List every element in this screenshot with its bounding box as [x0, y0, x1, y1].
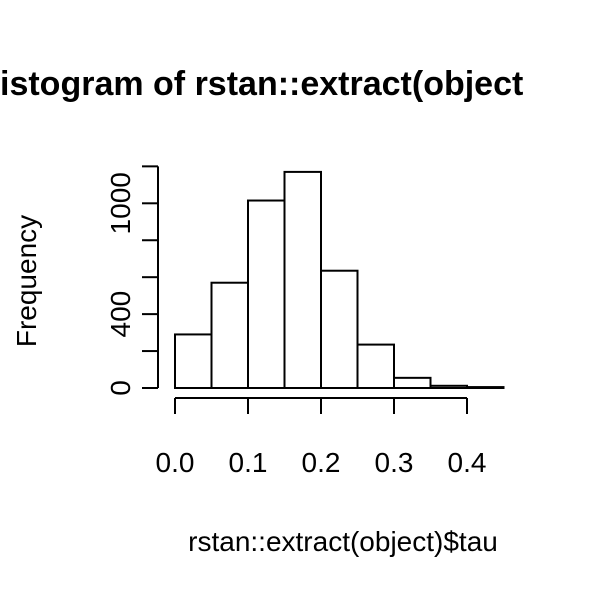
x-tick-label: 0.1	[229, 447, 268, 478]
x-axis-label: rstan::extract(object)$tau	[188, 526, 498, 557]
x-tick-label: 0.4	[448, 447, 487, 478]
histogram-bar	[210, 281, 249, 390]
x-axis: 0.0 0.1 0.2 0.3 0.4	[156, 397, 487, 478]
y-tick-label: 1000	[105, 172, 136, 234]
x-tick-label: 0.0	[156, 447, 195, 478]
histogram-bar	[174, 333, 213, 390]
histogram-bar	[429, 384, 468, 389]
y-tick-label: 0	[105, 380, 136, 396]
x-tick-label: 0.2	[302, 447, 341, 478]
histogram-bar	[320, 269, 359, 390]
histogram-bar	[283, 170, 322, 389]
histogram-bars	[174, 170, 505, 390]
y-tick-label: 400	[105, 291, 136, 338]
histogram-bar	[356, 343, 395, 389]
y-axis: 0 400 1000	[105, 165, 159, 396]
x-tick-label: 0.3	[375, 447, 414, 478]
histogram-bar	[466, 386, 505, 390]
y-axis-label: Frequency	[11, 215, 42, 347]
histogram-bar	[247, 199, 286, 389]
histogram-bar	[393, 376, 432, 389]
chart-title: istogram of rstan::extract(object	[0, 65, 523, 103]
